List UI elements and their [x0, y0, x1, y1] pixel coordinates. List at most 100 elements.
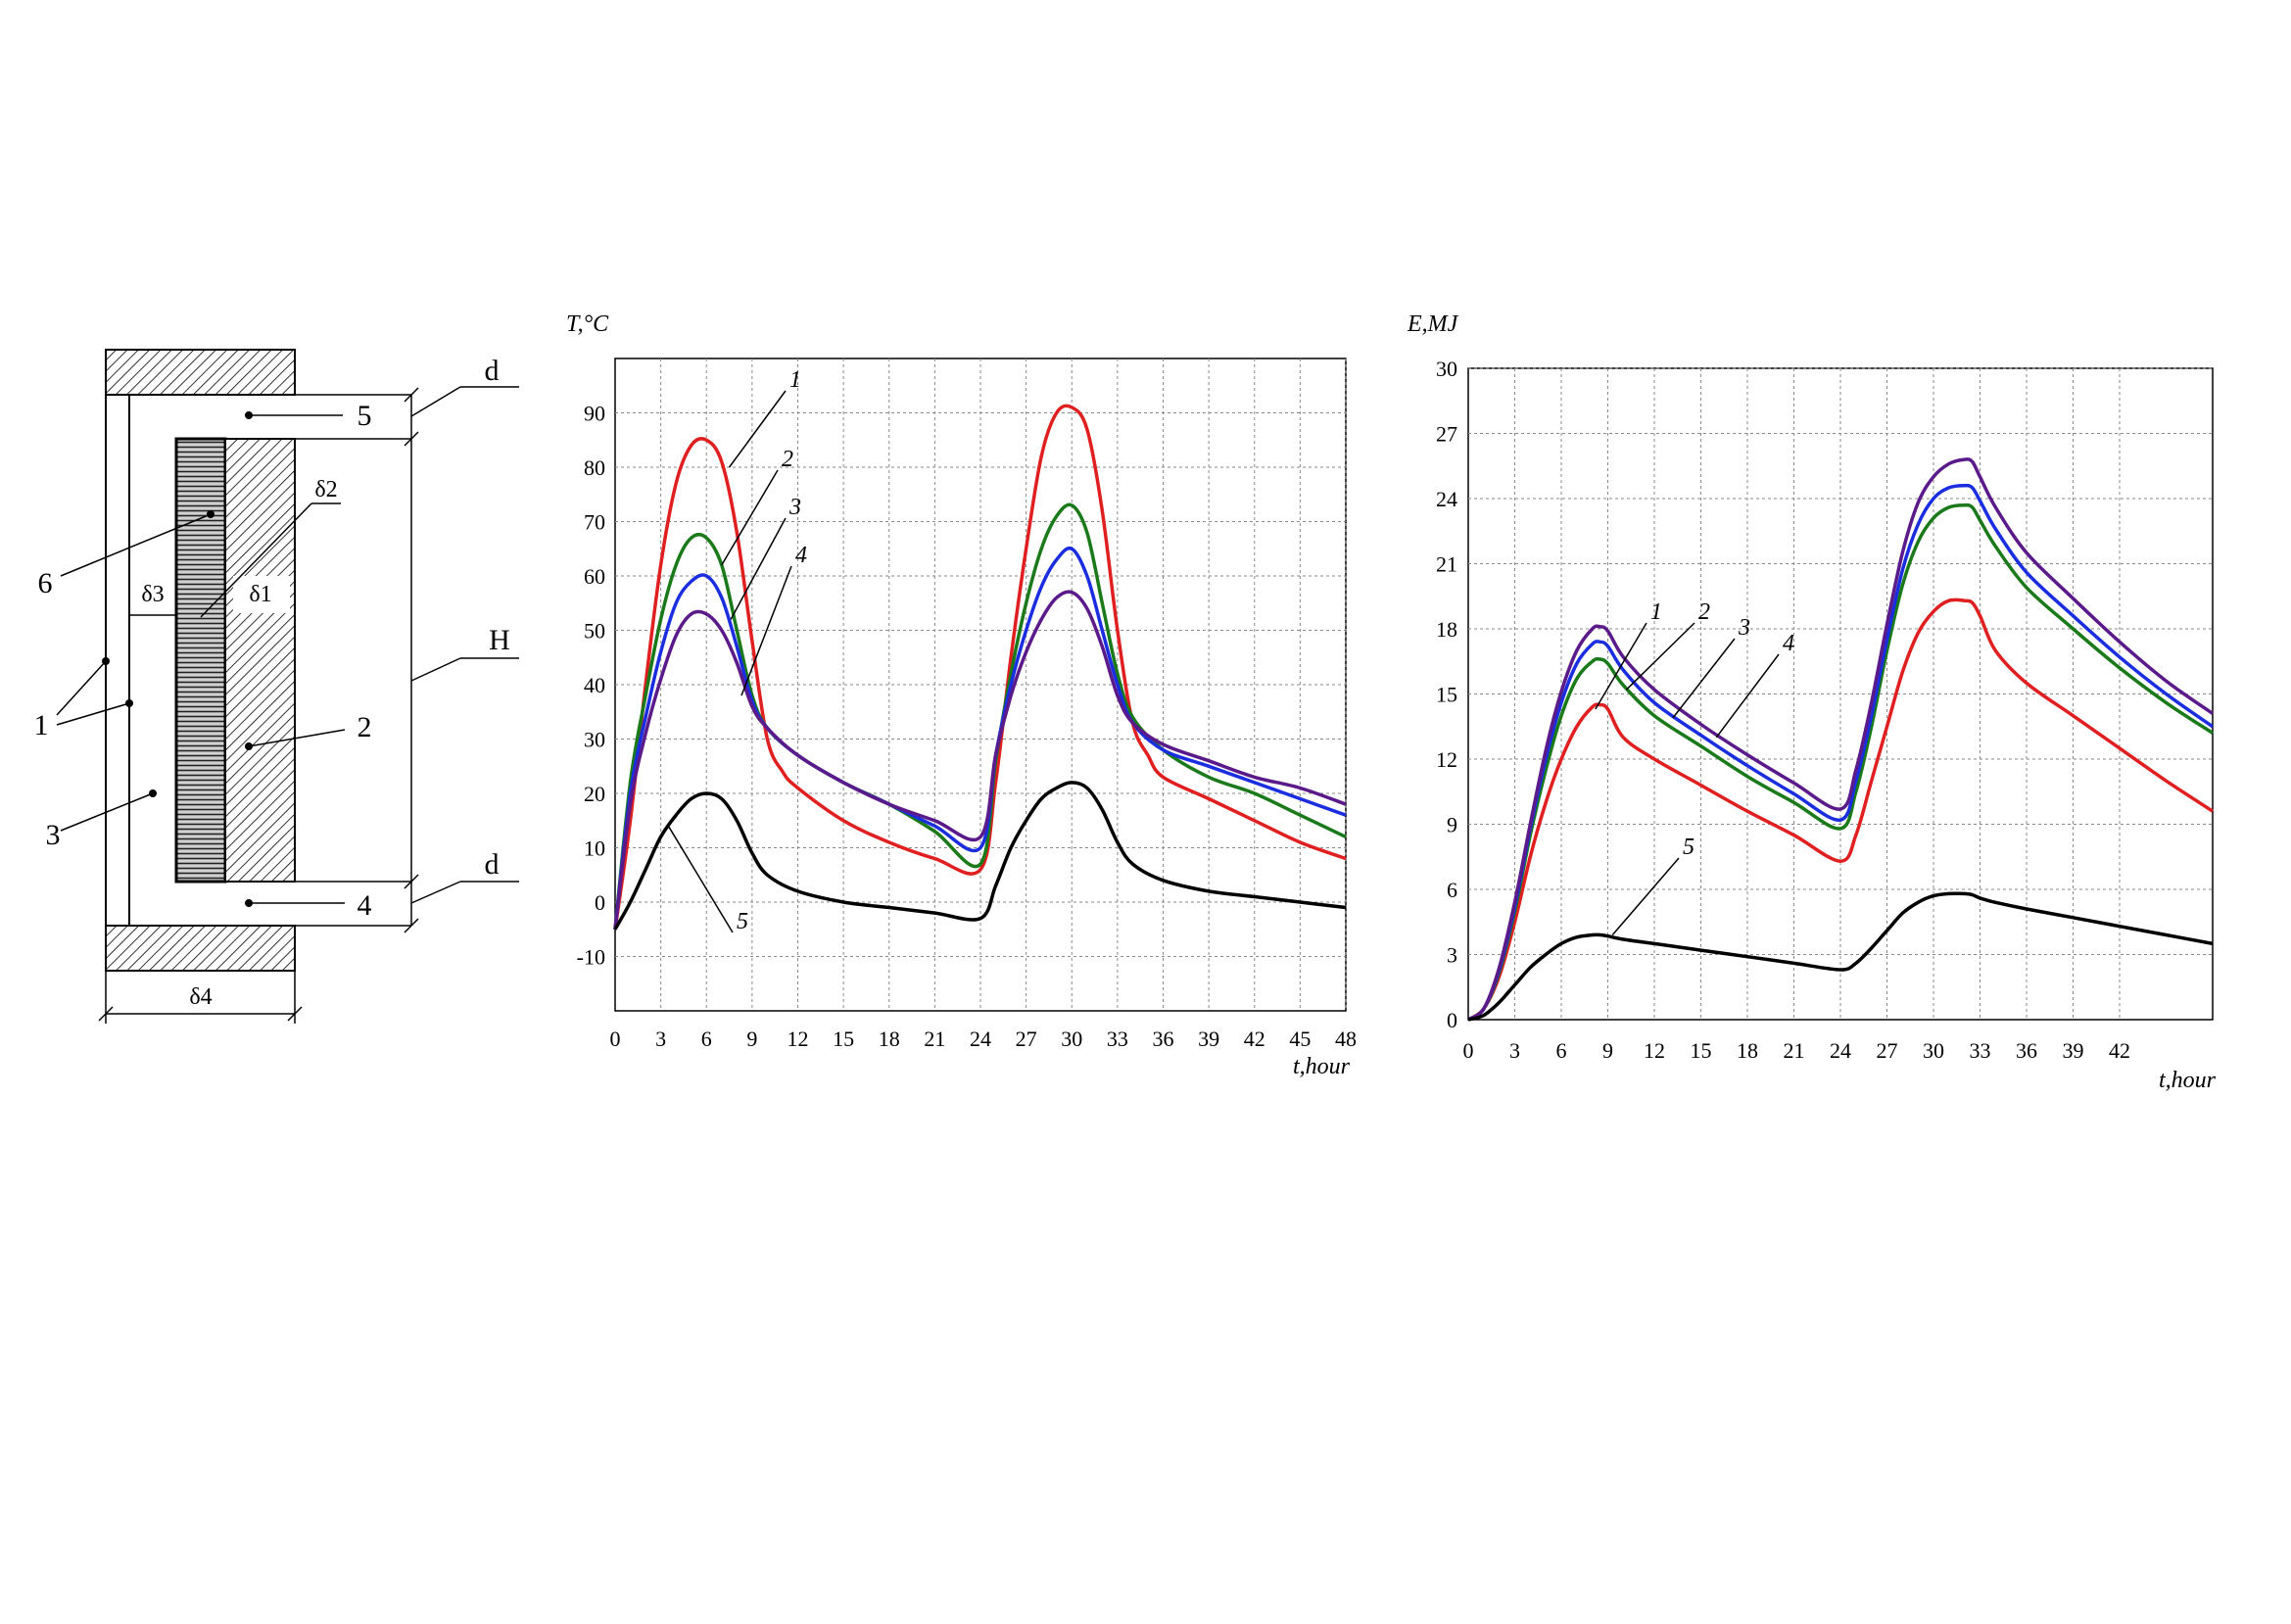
- temperature-y-axis-label: T,°C: [566, 311, 609, 337]
- y-tick-label: 9: [1447, 813, 1457, 837]
- x-tick-label: 27: [1877, 1038, 1898, 1063]
- x-tick-label: 24: [970, 1027, 991, 1051]
- y-tick-label: 21: [1436, 552, 1457, 577]
- top-slab: [105, 349, 296, 396]
- x-tick-label: 18: [879, 1027, 900, 1051]
- series-label-leader: [1611, 857, 1680, 936]
- x-tick-label: 36: [1153, 1027, 1174, 1051]
- label-4: 4: [358, 889, 372, 922]
- series-line-4: [613, 590, 1347, 931]
- x-tick-label: 36: [2016, 1038, 2037, 1063]
- y-tick-label: 6: [1447, 878, 1457, 902]
- y-tick-label: 18: [1436, 617, 1457, 642]
- x-tick-label: 30: [1061, 1027, 1082, 1051]
- y-tick-label: 50: [584, 619, 605, 644]
- bottom-slab: [105, 925, 296, 972]
- series-label-leader: [1672, 638, 1736, 719]
- series-label-leader: [740, 565, 792, 696]
- energy-y-axis-label: E,MJ: [1407, 311, 1459, 337]
- x-tick-label: 21: [1784, 1038, 1805, 1063]
- x-tick-label: 6: [701, 1027, 712, 1051]
- label-6: 6: [38, 567, 53, 599]
- wall-section-diagram: d d H 5 4 2 6 1 3 δ3 δ1 δ2 δ4: [34, 349, 519, 1024]
- y-tick-label: 27: [1436, 422, 1457, 447]
- energy-x-axis-label: t,hour: [2159, 1068, 2217, 1093]
- y-tick-label: 20: [584, 782, 605, 806]
- label-delta3: δ3: [141, 582, 164, 607]
- temperature-x-axis-label: t,hour: [1293, 1054, 1351, 1079]
- y-tick-label: 30: [584, 728, 605, 752]
- x-tick-label: 3: [1509, 1038, 1520, 1063]
- series-number-label-4: 4: [1783, 631, 1794, 656]
- series-line-5: [1467, 891, 2214, 1022]
- series-label-leader: [667, 825, 734, 933]
- series-label-leader: [721, 469, 779, 566]
- series-line-5: [613, 781, 1347, 931]
- y-tick-label: 0: [595, 890, 605, 915]
- y-tick-label: 60: [584, 564, 605, 589]
- label-H: H: [489, 624, 510, 656]
- x-tick-label: 27: [1016, 1027, 1037, 1051]
- series-line-1: [1467, 597, 2214, 1022]
- label-delta1: δ1: [249, 582, 271, 607]
- x-tick-label: 9: [1602, 1038, 1613, 1063]
- label-d-bottom: d: [485, 848, 500, 881]
- series-number-label-2: 2: [782, 447, 793, 472]
- x-tick-label: 48: [1335, 1027, 1357, 1051]
- x-tick-label: 0: [610, 1027, 621, 1051]
- label-delta2: δ2: [314, 477, 337, 502]
- x-tick-label: 45: [1289, 1027, 1311, 1051]
- y-tick-label: 30: [1436, 357, 1457, 381]
- series-line-2: [1467, 502, 2214, 1022]
- x-tick-label: 39: [1198, 1027, 1219, 1051]
- series-line-2: [613, 502, 1347, 930]
- x-tick-label: 9: [746, 1027, 757, 1051]
- label-d-top: d: [485, 355, 500, 387]
- series-number-label-5: 5: [1683, 835, 1694, 860]
- y-tick-label: 70: [584, 510, 605, 535]
- series-number-label-3: 3: [1738, 615, 1750, 641]
- y-tick-label: 0: [1447, 1008, 1457, 1032]
- x-tick-label: 30: [1923, 1038, 1944, 1063]
- label-delta4: δ4: [189, 984, 212, 1010]
- series-line-3: [1467, 483, 2215, 1022]
- series-number-label-1: 1: [1650, 599, 1662, 625]
- series-line-4: [1467, 457, 2215, 1022]
- series-label-leader: [1715, 653, 1780, 739]
- y-tick-label: 40: [584, 673, 605, 697]
- y-tick-label: 12: [1436, 747, 1457, 772]
- series-number-label-1: 1: [789, 367, 801, 393]
- y-tick-label: 24: [1436, 487, 1457, 511]
- x-tick-label: 18: [1737, 1038, 1758, 1063]
- x-tick-label: 24: [1830, 1038, 1851, 1063]
- series-label-leader: [1595, 622, 1647, 710]
- y-tick-label: 15: [1436, 683, 1457, 707]
- y-tick-label: -10: [577, 945, 605, 970]
- x-tick-label: 12: [1644, 1038, 1665, 1063]
- x-tick-label: 15: [1691, 1038, 1712, 1063]
- x-tick-label: 6: [1556, 1038, 1567, 1063]
- x-tick-label: 12: [788, 1027, 809, 1051]
- series-number-label-3: 3: [788, 495, 801, 520]
- label-3: 3: [46, 819, 61, 851]
- y-tick-label: 90: [584, 402, 605, 426]
- x-tick-label: 33: [1107, 1027, 1128, 1051]
- y-tick-label: 3: [1447, 943, 1457, 968]
- series-number-label-4: 4: [795, 543, 807, 568]
- label-1: 1: [34, 709, 49, 741]
- x-tick-label: 42: [1244, 1027, 1265, 1051]
- x-tick-label: 3: [655, 1027, 666, 1051]
- x-tick-label: 21: [924, 1027, 945, 1051]
- label-2: 2: [358, 711, 372, 743]
- absorber-layer: [174, 437, 227, 884]
- label-5: 5: [358, 400, 372, 432]
- x-tick-label: 42: [2109, 1038, 2130, 1063]
- y-tick-label: 80: [584, 455, 605, 480]
- series-label-leader: [728, 390, 787, 468]
- x-tick-label: 15: [833, 1027, 854, 1051]
- y-tick-label: 10: [584, 836, 605, 861]
- massive-wall: [224, 438, 296, 883]
